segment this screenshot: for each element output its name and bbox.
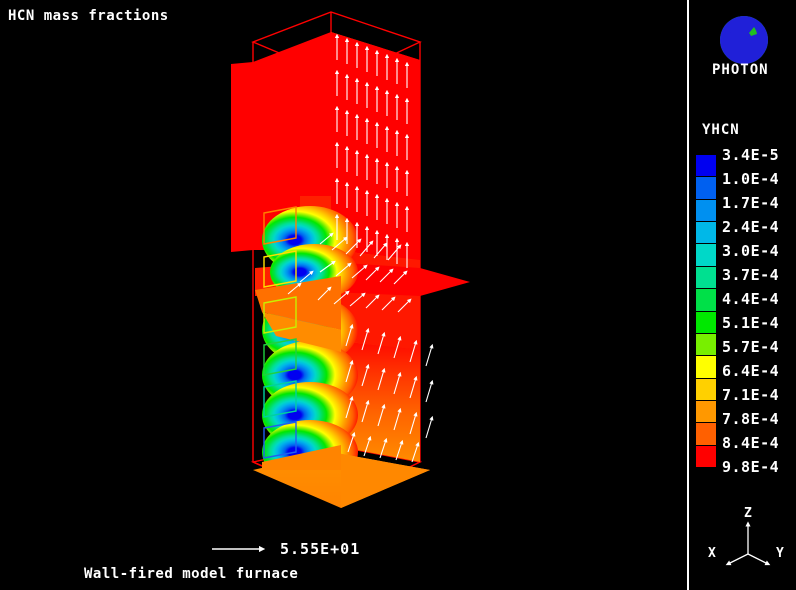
burner-outline-group (263, 206, 297, 459)
colorbar-swatch (696, 444, 716, 468)
velocity-vectors-lower (345, 323, 434, 463)
legend-label-list: 3.4E-5 1.0E-4 1.7E-4 2.4E-4 3.0E-4 3.7E-4 4.4E… (722, 143, 796, 479)
legend-label: 5.7E-4 (722, 338, 780, 356)
burner-outline (263, 421, 297, 459)
legend-label: 5.1E-4 (722, 314, 780, 332)
legend-label: 7.1E-4 (722, 386, 780, 404)
colorbar-swatch (696, 422, 716, 445)
colorbar-swatch (696, 332, 716, 356)
legend-label: 3.4E-5 (722, 146, 780, 164)
legend-label: 6.4E-4 (722, 362, 780, 380)
plot-caption: Wall-fired model furnace (84, 566, 299, 582)
legend-label: 9.8E-4 (722, 458, 780, 476)
panel-divider (687, 0, 689, 590)
colorbar-swatch (696, 243, 716, 266)
legend-label: 4.4E-4 (722, 290, 780, 308)
page-title: HCN mass fractions (8, 8, 169, 24)
burner-outline (263, 380, 297, 418)
colorbar-swatch (696, 176, 716, 199)
burner-plume-group (262, 206, 358, 484)
legend-title: YHCN (702, 122, 740, 138)
axis-arrow-x (725, 553, 749, 566)
velocity-vector-field (287, 33, 434, 463)
contour-jet-sheet (255, 276, 341, 352)
axis-triad: Z X Y (702, 506, 794, 578)
axis-label-x: X (708, 546, 716, 561)
legend-label: 1.0E-4 (722, 170, 780, 188)
velocity-vectors-mid (287, 232, 412, 313)
legend-label: 1.7E-4 (722, 194, 780, 212)
photon-logo-icon (716, 14, 772, 66)
velocity-scale-label: 5.55E+01 (280, 540, 361, 558)
contour-floor-skirt (262, 445, 341, 470)
colorbar-swatch (696, 265, 716, 289)
contour-plane-upper-wing (231, 32, 331, 252)
colorbar-swatch (696, 288, 716, 311)
furnace-visualization (212, 11, 470, 553)
colorbar-swatch (696, 198, 716, 222)
burner-outline (263, 206, 297, 245)
legend-label: 8.4E-4 (722, 434, 780, 452)
legend-label: 3.0E-4 (722, 242, 780, 260)
colorbar-swatch (696, 399, 716, 423)
axis-label-z: Z (744, 506, 752, 521)
colorbar-swatch (696, 155, 716, 177)
colorbar-swatch (696, 221, 716, 244)
axis-label-y: Y (776, 546, 784, 561)
burner-outline (263, 338, 297, 376)
colorbar-swatch (696, 377, 716, 400)
axis-arrow-y (747, 553, 771, 566)
photon-logo-text: PHOTON (712, 62, 769, 78)
legend-label: 3.7E-4 (722, 266, 780, 284)
burner-outline (263, 296, 297, 334)
legend-label: 7.8E-4 (722, 410, 780, 428)
colorbar-swatch (696, 310, 716, 333)
velocity-vectors-upper (334, 33, 410, 268)
colorbar (696, 155, 716, 468)
burner-outline (263, 250, 297, 288)
colorbar-swatch (696, 355, 716, 378)
legend-label: 2.4E-4 (722, 218, 780, 236)
